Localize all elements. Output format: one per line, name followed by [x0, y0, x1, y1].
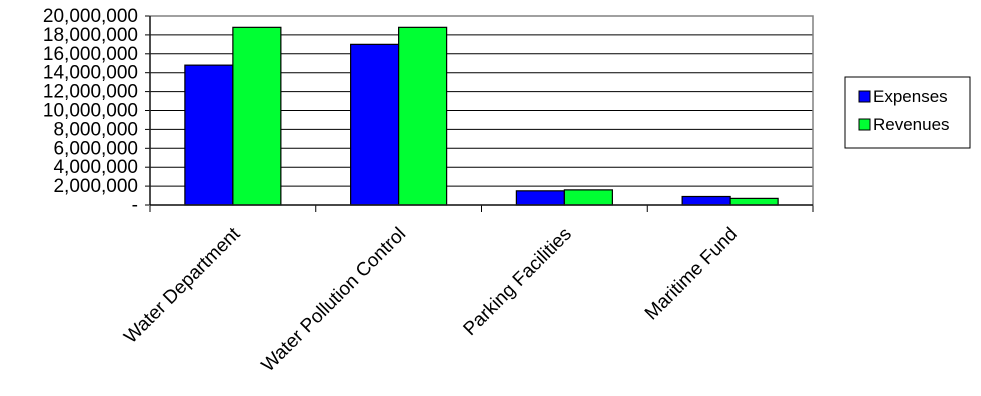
- legend: Expenses Revenues: [844, 76, 971, 149]
- bar-expenses-3: [681, 195, 731, 206]
- y-tick-label: 14,000,000: [43, 63, 138, 84]
- y-tick-label: 20,000,000: [43, 6, 138, 27]
- bar-expenses-2: [515, 190, 565, 206]
- bar-revenues-1: [398, 26, 448, 206]
- axes: [149, 15, 814, 212]
- y-tick-label: 16,000,000: [43, 44, 138, 65]
- category-label: Water Department: [120, 223, 245, 348]
- bar-expenses-1: [350, 43, 400, 206]
- bar-expenses-0: [184, 64, 234, 206]
- y-tick-label: 12,000,000: [43, 82, 138, 103]
- y-tick-label: 8,000,000: [53, 119, 138, 140]
- category-label: Parking Facilities: [460, 224, 576, 340]
- y-tick-label: 18,000,000: [43, 25, 138, 46]
- category-label: Water Pollution Control: [258, 224, 411, 377]
- y-tick-label: 6,000,000: [53, 138, 138, 159]
- category-label: Maritime Fund: [641, 224, 742, 325]
- bars: [184, 26, 779, 206]
- bar-revenues-0: [232, 26, 282, 206]
- legend-label-revenues: Revenues: [873, 115, 950, 134]
- bar-revenues-2: [563, 189, 613, 206]
- legend-swatch-revenues: [858, 118, 871, 131]
- bar-revenues-3: [729, 197, 779, 206]
- y-tick-label: -: [132, 195, 138, 216]
- y-tick-label: 4,000,000: [53, 157, 138, 178]
- legend-label-expenses: Expenses: [873, 87, 948, 106]
- legend-box: [844, 76, 971, 149]
- y-tick-label: 2,000,000: [53, 176, 138, 197]
- x-axis-labels: Water Department Water Pollution Control P…: [120, 223, 741, 376]
- y-axis-ticks: -2,000,0004,000,0006,000,0008,000,00010,…: [43, 6, 150, 216]
- y-tick-label: 10,000,000: [43, 101, 138, 122]
- legend-swatch-expenses: [858, 90, 871, 103]
